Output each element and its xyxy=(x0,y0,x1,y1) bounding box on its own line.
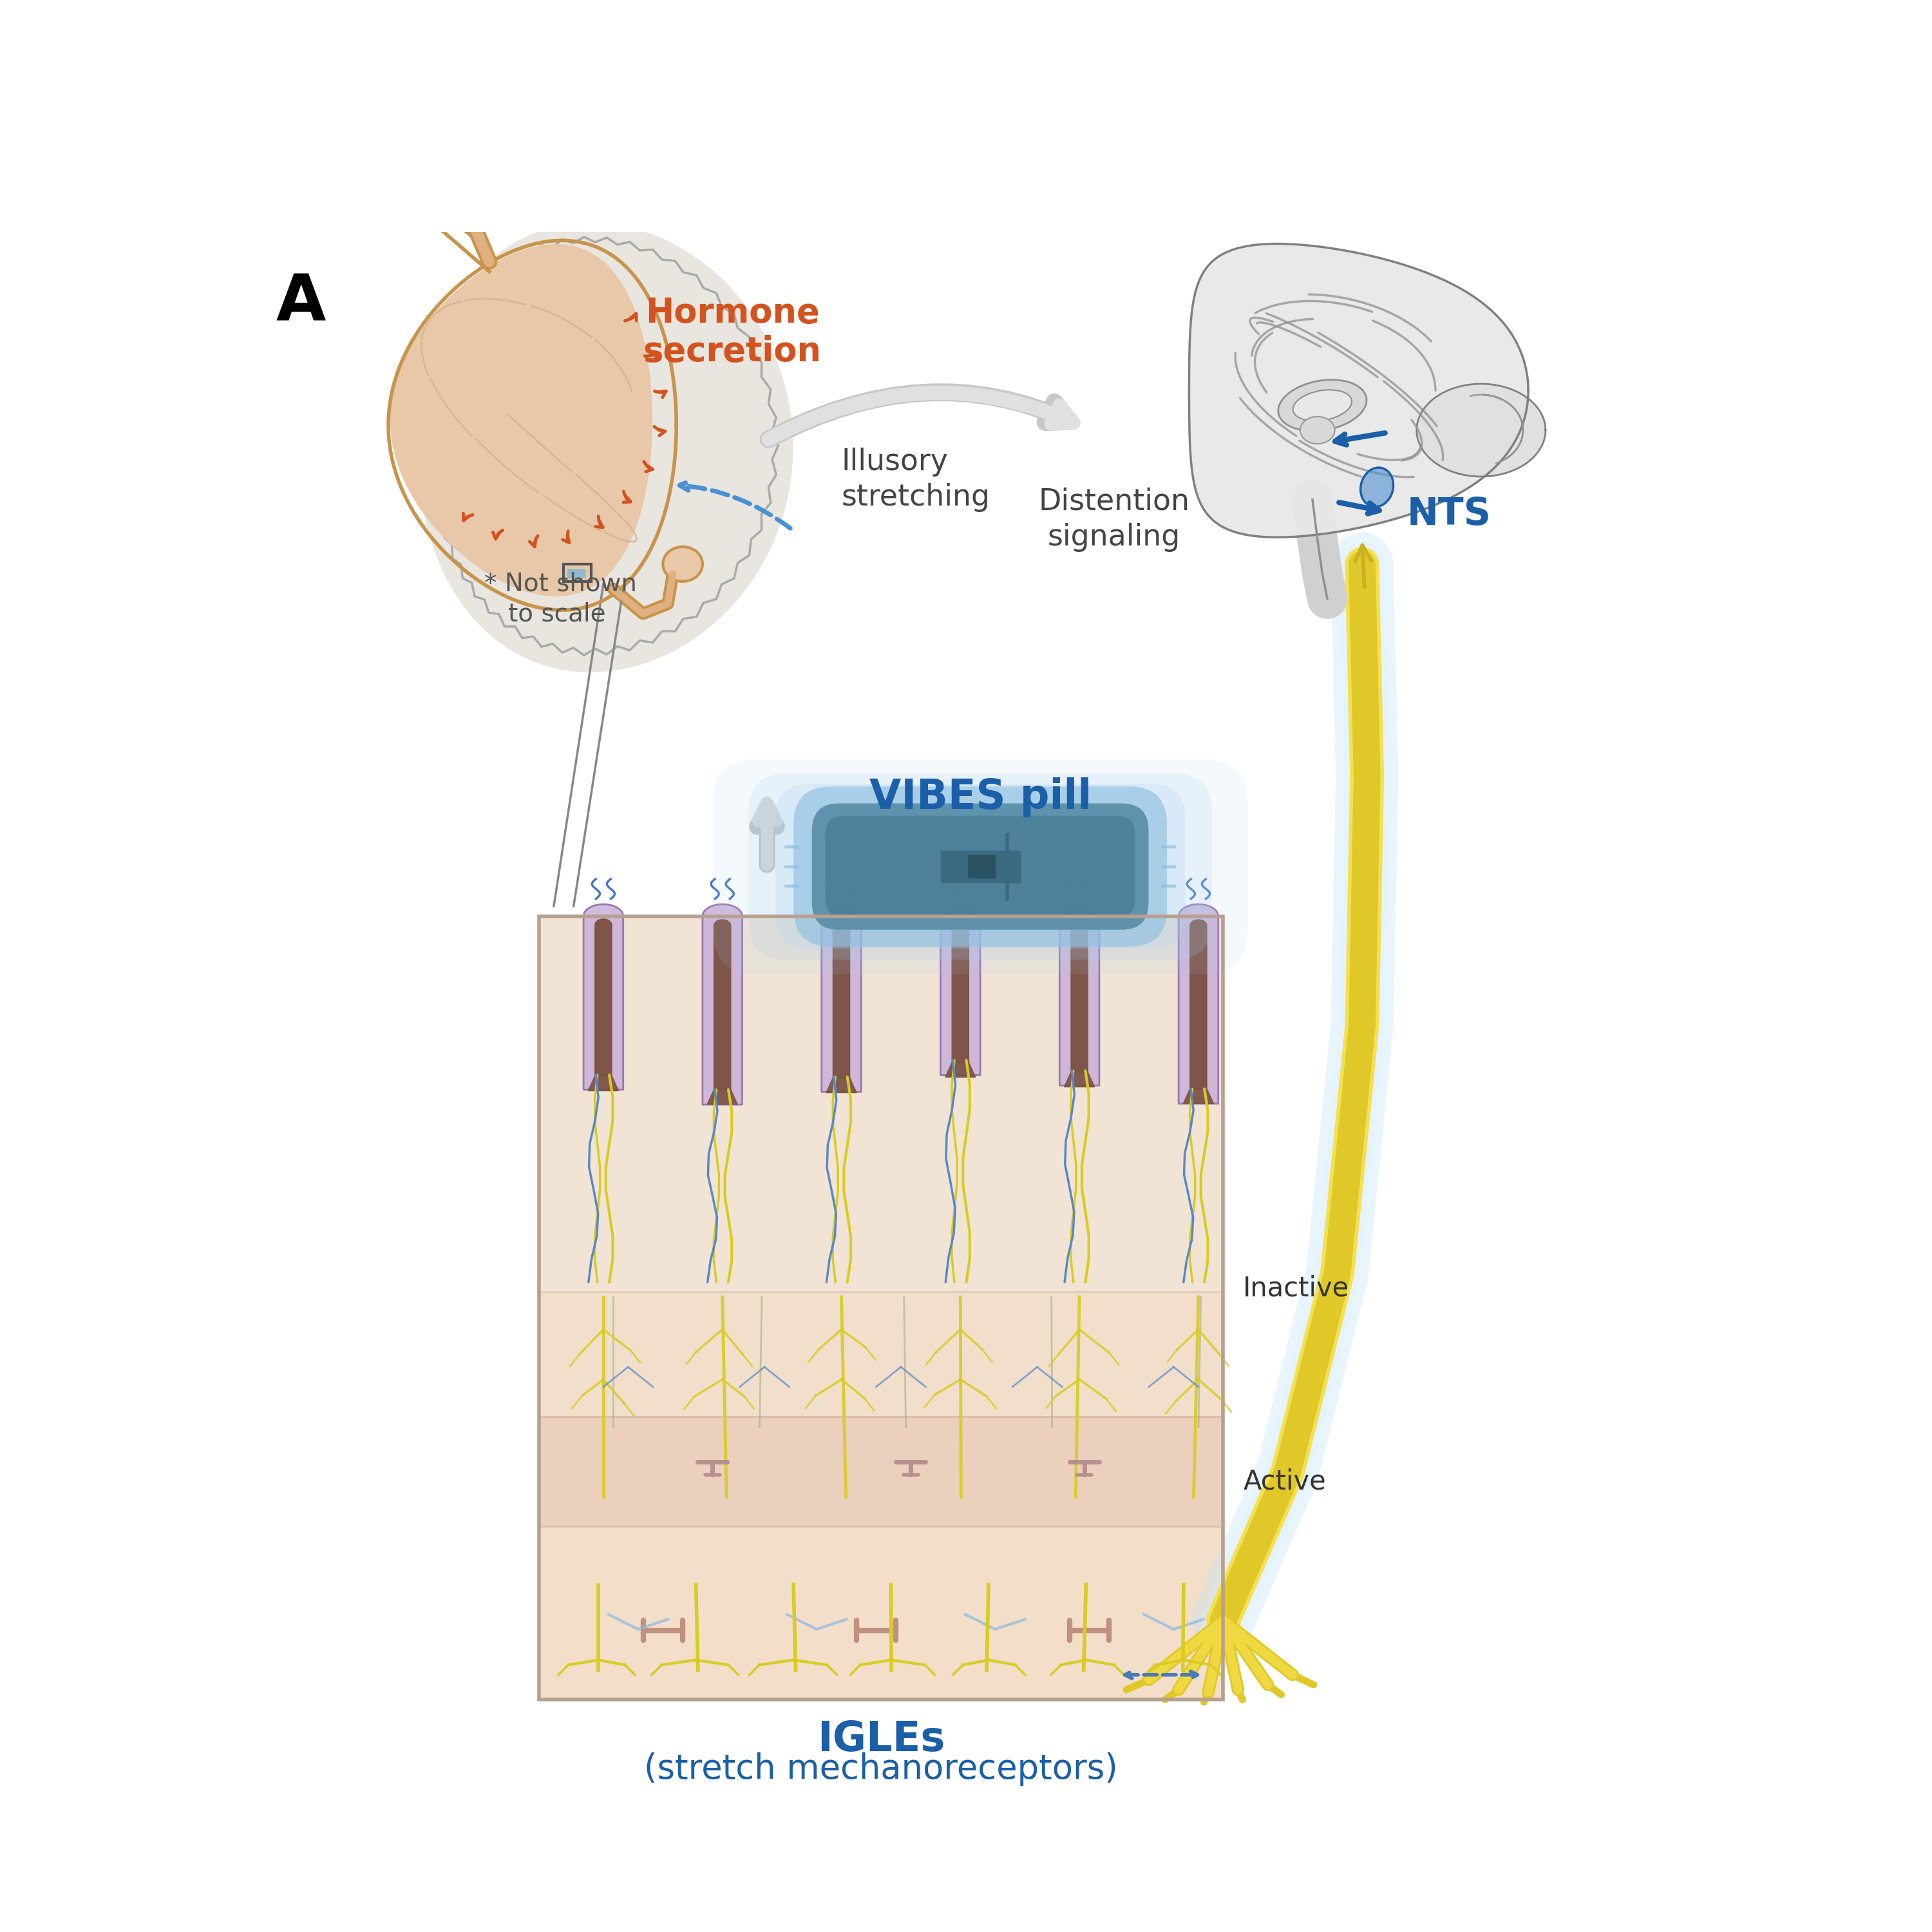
Polygon shape xyxy=(587,1076,618,1092)
FancyBboxPatch shape xyxy=(794,786,1167,947)
Polygon shape xyxy=(417,224,792,672)
Bar xyxy=(539,916,1223,1700)
Ellipse shape xyxy=(663,547,703,582)
Text: Inactive: Inactive xyxy=(1242,1275,1349,1302)
Polygon shape xyxy=(1179,904,1219,1103)
Polygon shape xyxy=(941,904,980,1076)
Polygon shape xyxy=(1188,243,1528,537)
Ellipse shape xyxy=(1293,390,1352,421)
Polygon shape xyxy=(952,918,968,1063)
Text: Active: Active xyxy=(1242,1468,1325,1495)
Ellipse shape xyxy=(1300,417,1335,444)
Text: Distention
signaling: Distention signaling xyxy=(1039,487,1190,553)
Text: IGLEs: IGLEs xyxy=(817,1719,945,1760)
Bar xyxy=(539,1526,1223,1700)
Ellipse shape xyxy=(1360,468,1393,506)
Polygon shape xyxy=(945,1063,976,1078)
Polygon shape xyxy=(1059,904,1099,1086)
Bar xyxy=(539,1293,1223,1416)
FancyBboxPatch shape xyxy=(811,804,1148,929)
Text: Illusory
stretching: Illusory stretching xyxy=(842,448,989,512)
Ellipse shape xyxy=(1279,381,1366,431)
Polygon shape xyxy=(1190,920,1208,1088)
Polygon shape xyxy=(390,245,651,595)
FancyBboxPatch shape xyxy=(748,773,1211,960)
Text: VIBES pill: VIBES pill xyxy=(869,777,1092,817)
Polygon shape xyxy=(827,1078,856,1094)
Text: (stretch mechanoreceptors): (stretch mechanoreceptors) xyxy=(643,1752,1119,1785)
Polygon shape xyxy=(1182,1088,1213,1103)
Polygon shape xyxy=(595,920,612,1076)
FancyBboxPatch shape xyxy=(825,815,1136,918)
FancyBboxPatch shape xyxy=(775,784,1184,949)
Polygon shape xyxy=(583,904,624,1090)
Bar xyxy=(539,1416,1223,1526)
Text: NTS: NTS xyxy=(1406,497,1492,533)
Polygon shape xyxy=(715,920,730,1090)
Polygon shape xyxy=(703,904,742,1105)
Bar xyxy=(539,916,1223,1293)
Bar xyxy=(564,564,591,582)
Bar xyxy=(568,570,585,578)
FancyBboxPatch shape xyxy=(713,759,1248,974)
Polygon shape xyxy=(833,920,850,1078)
Polygon shape xyxy=(1070,920,1088,1072)
Bar xyxy=(968,856,995,877)
Polygon shape xyxy=(707,1090,738,1105)
Polygon shape xyxy=(1065,1072,1095,1088)
Polygon shape xyxy=(1416,384,1546,477)
Text: A: A xyxy=(276,272,327,334)
Text: * Not shown
   to scale: * Not shown to scale xyxy=(485,572,638,626)
Polygon shape xyxy=(821,904,862,1092)
Bar xyxy=(941,850,1020,883)
Text: Hormone
secretion: Hormone secretion xyxy=(643,296,821,369)
Bar xyxy=(539,916,1223,1700)
